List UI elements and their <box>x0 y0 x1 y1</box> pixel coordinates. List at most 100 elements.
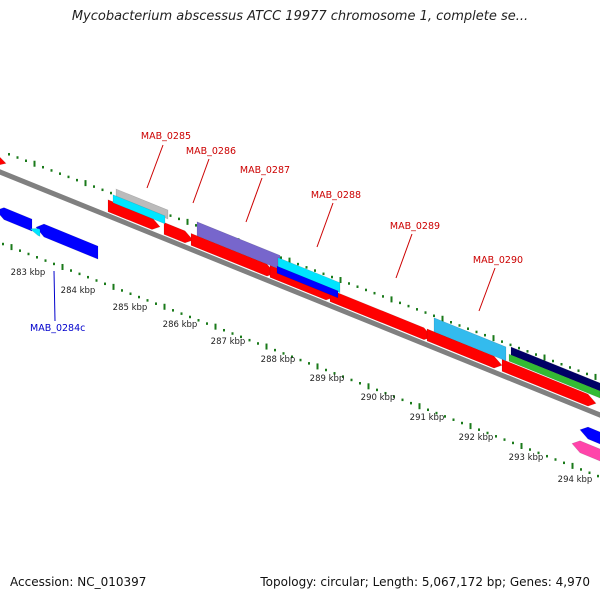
tick-mark <box>416 308 418 311</box>
tick-mark <box>76 178 78 182</box>
feature-bar <box>276 265 339 299</box>
tick-mark <box>95 279 98 282</box>
tick-mark <box>282 352 285 355</box>
tick-mark <box>393 395 395 398</box>
tick-mark <box>356 285 359 288</box>
tick-mark <box>265 343 268 350</box>
tick-mark <box>401 398 404 402</box>
tick-mark <box>348 282 350 285</box>
tick-mark <box>594 373 597 380</box>
tick-mark <box>520 442 523 449</box>
callout-line <box>245 177 263 223</box>
tick-mark <box>42 165 44 169</box>
tick-mark <box>274 348 276 352</box>
tick-mark <box>138 295 140 299</box>
tick-mark <box>367 383 370 390</box>
cds-arrow <box>29 228 41 237</box>
tick-mark <box>435 411 438 415</box>
scale-label: 287 kbp <box>211 337 246 347</box>
scale-label: 288 kbp <box>261 355 296 365</box>
tick-mark <box>418 403 421 410</box>
tick-mark <box>59 172 61 175</box>
tick-mark <box>146 299 149 302</box>
tick-mark <box>577 369 580 372</box>
tick-mark <box>112 283 115 290</box>
callout-line <box>53 270 56 322</box>
callout-line <box>316 202 334 248</box>
tick-mark <box>180 312 183 315</box>
tick-mark <box>84 180 87 187</box>
tick-mark <box>36 256 38 259</box>
tick-mark <box>501 340 503 343</box>
cds-arrow <box>0 156 7 166</box>
tick-mark <box>291 355 293 358</box>
tick-mark <box>588 471 591 475</box>
tick-mark <box>410 401 412 405</box>
tick-mark <box>444 415 446 418</box>
tick-mark <box>384 391 387 395</box>
scale-label: 284 kbp <box>61 286 96 296</box>
tick-mark <box>70 269 72 272</box>
tick-mark <box>492 335 495 342</box>
tick-mark <box>475 330 478 334</box>
tick-mark <box>214 323 217 330</box>
tick-mark <box>543 354 546 361</box>
gene-label-mab_0286: MAB_0286 <box>186 146 236 157</box>
gene-label-mab_0287: MAB_0287 <box>240 165 290 176</box>
tick-mark <box>469 423 472 430</box>
tick-mark <box>53 262 55 266</box>
tick-mark <box>433 314 435 318</box>
tick-mark <box>101 188 104 192</box>
tick-mark <box>503 438 506 441</box>
tick-mark <box>197 319 200 322</box>
tick-mark <box>155 302 157 305</box>
gene-label-mab_0289: MAB_0289 <box>390 221 440 232</box>
tick-mark <box>2 242 4 246</box>
tick-mark <box>390 296 393 303</box>
tick-mark <box>467 327 469 330</box>
tick-mark <box>288 257 291 264</box>
tick-mark <box>331 275 333 279</box>
tick-mark <box>240 335 242 339</box>
cds-arrow <box>579 426 600 445</box>
tick-mark <box>495 435 497 438</box>
tick-mark <box>248 338 251 342</box>
tick-mark <box>580 468 582 471</box>
scale-label: 289 kbp <box>310 374 345 384</box>
tick-mark <box>452 418 455 421</box>
tick-mark <box>526 350 529 353</box>
tick-mark <box>486 431 489 435</box>
feature-bar <box>112 194 166 225</box>
feature-bar <box>510 346 600 392</box>
tick-mark <box>314 269 316 272</box>
scale-label: 286 kbp <box>163 320 198 330</box>
feature-bar <box>508 353 600 399</box>
gene-label-mab_0288: MAB_0288 <box>311 190 361 201</box>
tick-mark <box>441 315 444 322</box>
tick-mark <box>571 462 574 469</box>
gene-label-mab_0290: MAB_0290 <box>473 255 523 266</box>
callout-line <box>192 158 210 204</box>
tick-mark <box>427 408 429 412</box>
tick-mark <box>44 259 47 262</box>
tick-mark <box>478 428 480 431</box>
feature-bar <box>433 317 507 362</box>
tick-mark <box>16 156 19 159</box>
scale-label: 290 kbp <box>361 393 396 403</box>
scale-labels: 283 kbp 284 kbp 285 kbp 286 kbp 287 kbp 288 k… <box>11 268 593 485</box>
cds-arrow <box>329 289 433 341</box>
tick-mark <box>104 282 106 286</box>
tick-mark <box>322 272 325 276</box>
tick-mark <box>110 191 112 195</box>
tick-mark <box>458 324 461 327</box>
scale-label: 294 kbp <box>558 475 593 485</box>
scale-label: 291 kbp <box>410 413 445 423</box>
tick-mark <box>189 315 191 319</box>
tick-mark <box>231 332 234 335</box>
tick-mark <box>339 277 342 284</box>
inner-tick-ring <box>2 242 599 478</box>
tick-mark <box>586 372 588 376</box>
tick-mark <box>376 388 378 392</box>
tick-mark <box>129 292 132 296</box>
